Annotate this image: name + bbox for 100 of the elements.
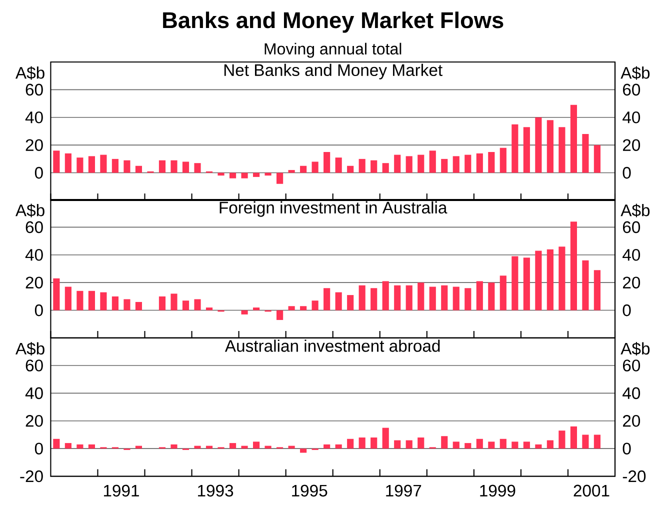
bar bbox=[288, 170, 295, 173]
bar bbox=[594, 270, 601, 310]
bar bbox=[241, 172, 248, 178]
bar bbox=[182, 162, 190, 173]
y2-tick-label: 0 bbox=[622, 304, 631, 316]
x-tick-label: 1993 bbox=[198, 484, 234, 497]
bar bbox=[429, 150, 436, 173]
bar bbox=[558, 127, 566, 173]
y-tick-label: 40 bbox=[25, 112, 43, 124]
y2-tick-label: 20 bbox=[623, 139, 640, 151]
bar bbox=[64, 153, 72, 173]
bar bbox=[264, 446, 272, 449]
bar bbox=[512, 124, 518, 173]
x-tick-label: 1999 bbox=[480, 484, 516, 497]
bar bbox=[194, 299, 201, 310]
bar bbox=[370, 438, 378, 449]
bar bbox=[276, 172, 284, 184]
bar bbox=[452, 442, 460, 449]
bar bbox=[382, 428, 389, 449]
bar bbox=[300, 166, 307, 173]
bar bbox=[252, 308, 260, 310]
bar bbox=[394, 154, 401, 173]
bar bbox=[476, 438, 483, 449]
bar bbox=[135, 302, 142, 310]
y-tick-label: 20 bbox=[26, 276, 43, 288]
y-tick-label: 40 bbox=[25, 249, 43, 261]
bar bbox=[158, 160, 166, 173]
bar bbox=[100, 154, 107, 173]
bar bbox=[135, 166, 142, 173]
bar bbox=[512, 442, 518, 449]
bar bbox=[441, 436, 448, 449]
bar bbox=[546, 249, 554, 310]
bar bbox=[500, 148, 506, 173]
bar bbox=[182, 300, 190, 310]
bar bbox=[394, 285, 401, 310]
bar bbox=[358, 285, 366, 310]
bar bbox=[418, 282, 424, 310]
bar bbox=[452, 286, 460, 310]
bar bbox=[406, 285, 412, 310]
bar bbox=[523, 442, 530, 449]
bar bbox=[582, 434, 589, 449]
bar bbox=[324, 152, 330, 173]
bar bbox=[88, 156, 95, 173]
bar bbox=[206, 308, 213, 310]
bar bbox=[100, 292, 107, 310]
y2-tick-label: 20 bbox=[623, 414, 640, 427]
y-tick-label: 0 bbox=[34, 304, 43, 316]
bar bbox=[252, 442, 260, 449]
bar bbox=[406, 440, 412, 449]
bar bbox=[406, 156, 412, 173]
y-tick-label: 20 bbox=[26, 414, 43, 427]
x-tick-label: 1995 bbox=[292, 484, 328, 497]
bar bbox=[124, 160, 130, 173]
bar bbox=[229, 172, 236, 178]
bar bbox=[476, 281, 483, 310]
bar bbox=[582, 134, 589, 173]
bar bbox=[488, 442, 495, 449]
bar bbox=[335, 444, 342, 449]
bar bbox=[264, 172, 272, 176]
y-tick-label: 0 bbox=[34, 166, 43, 179]
y2-tick-label: 60 bbox=[623, 360, 640, 372]
y-tick-label: 0 bbox=[34, 442, 43, 454]
bar bbox=[394, 440, 401, 449]
bar bbox=[229, 443, 236, 449]
y2-tick-label: 60 bbox=[623, 221, 640, 234]
bar bbox=[194, 446, 201, 449]
y2-tick-label: 40 bbox=[622, 387, 640, 400]
y2-axis-title: A$b bbox=[620, 204, 650, 218]
bar bbox=[558, 246, 566, 310]
bar bbox=[429, 286, 436, 310]
bar bbox=[418, 154, 424, 173]
y2-axis-title: A$b bbox=[620, 66, 650, 80]
bar bbox=[535, 250, 542, 310]
bar bbox=[594, 434, 601, 449]
y-axis-title: A$b bbox=[15, 66, 44, 80]
bar bbox=[523, 258, 530, 310]
bar bbox=[570, 426, 577, 449]
x-tick-label: 2001 bbox=[574, 484, 610, 497]
bar bbox=[358, 158, 366, 173]
bar bbox=[64, 443, 72, 449]
bar bbox=[582, 260, 589, 310]
bar bbox=[112, 296, 118, 310]
bar bbox=[594, 145, 601, 173]
bar bbox=[276, 310, 284, 320]
bar bbox=[452, 156, 460, 173]
bar bbox=[88, 444, 95, 449]
text: Moving annual total bbox=[264, 42, 402, 58]
bar bbox=[64, 286, 72, 310]
bar bbox=[124, 299, 130, 310]
bar bbox=[358, 438, 366, 449]
bar bbox=[347, 438, 354, 449]
y2-tick-label: 0 bbox=[622, 442, 631, 454]
y-tick-label: -20 bbox=[20, 470, 43, 482]
bar bbox=[170, 444, 178, 449]
bar bbox=[88, 290, 95, 310]
bar bbox=[512, 256, 518, 310]
x-tick-label: 1997 bbox=[386, 484, 422, 497]
y-tick-label: 60 bbox=[26, 221, 43, 234]
text: Banks and Money Market Flows bbox=[163, 12, 504, 33]
bar bbox=[464, 443, 472, 449]
